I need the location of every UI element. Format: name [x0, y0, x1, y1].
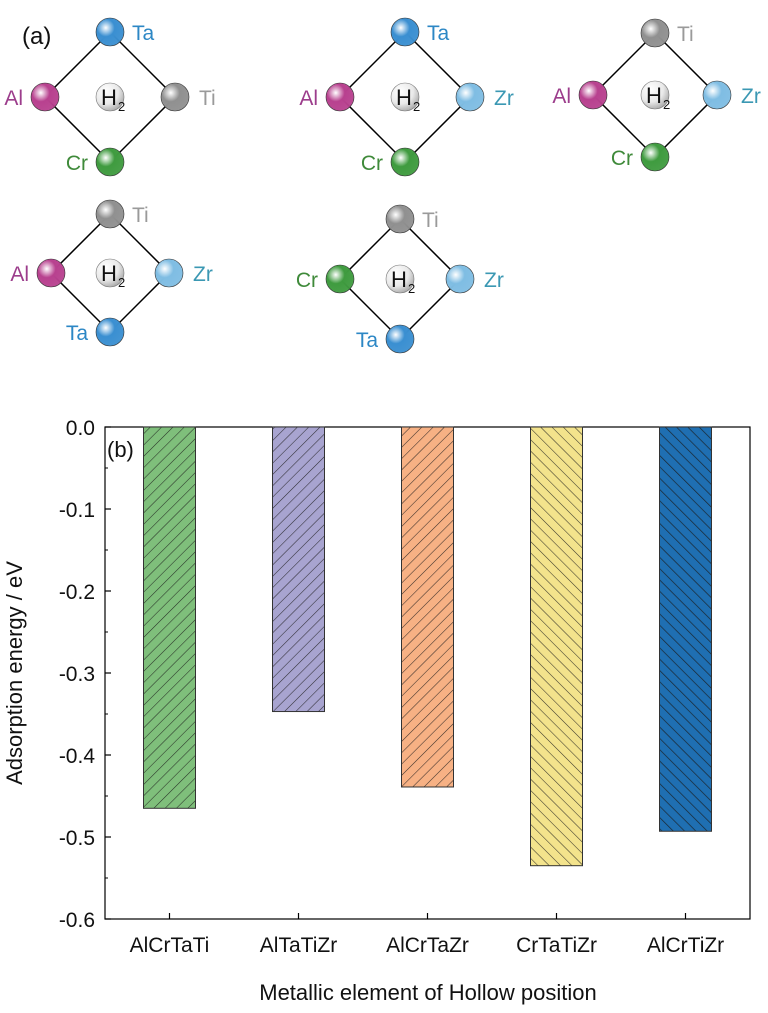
y-tick-label: 0.0	[66, 417, 95, 440]
y-axis: 0.0 -0.1 -0.2 -0.3 -0.4 -0.5 -0.6	[59, 417, 111, 932]
atom-ta-icon	[385, 324, 415, 354]
y-tick-label: -0.4	[59, 745, 96, 768]
atom-al-icon	[325, 82, 355, 112]
x-axis: AlCrTaTi AlTaTiZr AlCrTaZr CrTaTiZr AlCrTiZr	[130, 913, 724, 957]
h2-label: H	[101, 85, 117, 110]
atom-al-icon	[36, 258, 66, 288]
h2-subscript: 2	[118, 275, 125, 290]
h2-subscript: 2	[118, 99, 125, 114]
atom-label: Ta	[427, 22, 450, 45]
motif-4: Ti Zr Ta Al H 2	[10, 199, 213, 347]
atom-cr-icon	[390, 147, 420, 177]
panel-a-label: (a)	[22, 23, 51, 50]
atom-zr-icon	[455, 82, 485, 112]
atom-label: Cr	[66, 152, 88, 175]
h2-label: H	[646, 83, 662, 108]
atom-label: Zr	[741, 85, 761, 108]
panel-b-chart: (b) 0.0 -0.1 -0.2 -0.3 -0.4 -0.5 -0.6 AlCrTaTi…	[2, 417, 751, 1005]
y-tick-label: -0.2	[59, 581, 95, 604]
atom-label: Ti	[199, 87, 216, 110]
h2-molecule-icon	[385, 264, 415, 294]
h2-molecule-icon	[640, 80, 670, 110]
atom-zr-icon	[154, 258, 184, 288]
atom-ti-icon	[385, 204, 415, 234]
atom-label: Zr	[484, 269, 504, 292]
atom-label: Al	[10, 263, 29, 286]
atom-label: Cr	[361, 152, 383, 175]
atom-ti-icon	[160, 82, 190, 112]
atom-ti-icon	[95, 199, 125, 229]
y-tick-label: -0.3	[59, 663, 95, 686]
h2-subscript: 2	[663, 97, 670, 112]
h2-subscript: 2	[408, 281, 415, 296]
bar-alcrtizr	[659, 426, 712, 832]
x-axis-title: Metallic element of Hollow position	[259, 980, 597, 1005]
bar-group	[143, 426, 712, 867]
h2-label: H	[396, 85, 412, 110]
atom-ta-icon	[390, 17, 420, 47]
x-tick-label: CrTaTiZr	[516, 934, 597, 957]
x-tick-label: AlCrTaZr	[386, 934, 469, 957]
h2-label: H	[391, 267, 407, 292]
panel-b-label: (b)	[107, 437, 134, 462]
atom-cr-icon	[95, 147, 125, 177]
bar-alcrtazr	[401, 426, 454, 788]
atom-label: Ti	[132, 204, 149, 227]
atom-cr-icon	[640, 142, 670, 172]
h2-molecule-icon	[95, 82, 125, 112]
x-tick-label: AlTaTiZr	[260, 934, 337, 957]
atom-label: Zr	[193, 263, 213, 286]
motif-2: Ta Zr Cr Al H 2	[299, 17, 514, 177]
y-tick-label: -0.6	[59, 909, 95, 932]
atom-label: Cr	[296, 269, 318, 292]
y-tick-label: -0.5	[59, 827, 95, 850]
h2-label: H	[101, 261, 117, 286]
atom-label: Ti	[677, 23, 694, 46]
atom-label: Ti	[422, 209, 439, 232]
atom-al-icon	[30, 82, 60, 112]
motif-5: Ti Zr Ta Cr H 2	[296, 204, 504, 354]
atom-cr-icon	[325, 264, 355, 294]
atom-label: Ta	[132, 22, 155, 45]
h2-molecule-icon	[95, 258, 125, 288]
atom-label: Cr	[611, 147, 633, 170]
atom-zr-icon	[702, 80, 732, 110]
atom-ti-icon	[640, 18, 670, 48]
atom-zr-icon	[445, 264, 475, 294]
atom-label: Al	[4, 87, 23, 110]
atom-label: Al	[552, 85, 571, 108]
motif-1: Ta Ti Cr Al H 2	[4, 17, 216, 177]
x-tick-label: AlCrTiZr	[647, 934, 724, 957]
bar-altatizr	[272, 426, 325, 713]
bar-alcrtati	[143, 426, 196, 809]
motif-3: Ti Zr Cr Al H 2	[552, 18, 761, 172]
bar-crtatizr	[530, 426, 583, 867]
y-axis-title: Adsorption energy / eV	[2, 561, 27, 785]
h2-molecule-icon	[390, 82, 420, 112]
atom-al-icon	[578, 80, 608, 110]
atom-label: Al	[299, 87, 318, 110]
atom-label: Ta	[356, 329, 379, 352]
y-tick-label: -0.1	[59, 499, 95, 522]
x-tick-label: AlCrTaTi	[130, 934, 210, 957]
atom-ta-icon	[95, 17, 125, 47]
h2-subscript: 2	[413, 99, 420, 114]
atom-label: Ta	[66, 322, 89, 345]
atom-ta-icon	[95, 317, 125, 347]
atom-label: Zr	[494, 87, 514, 110]
